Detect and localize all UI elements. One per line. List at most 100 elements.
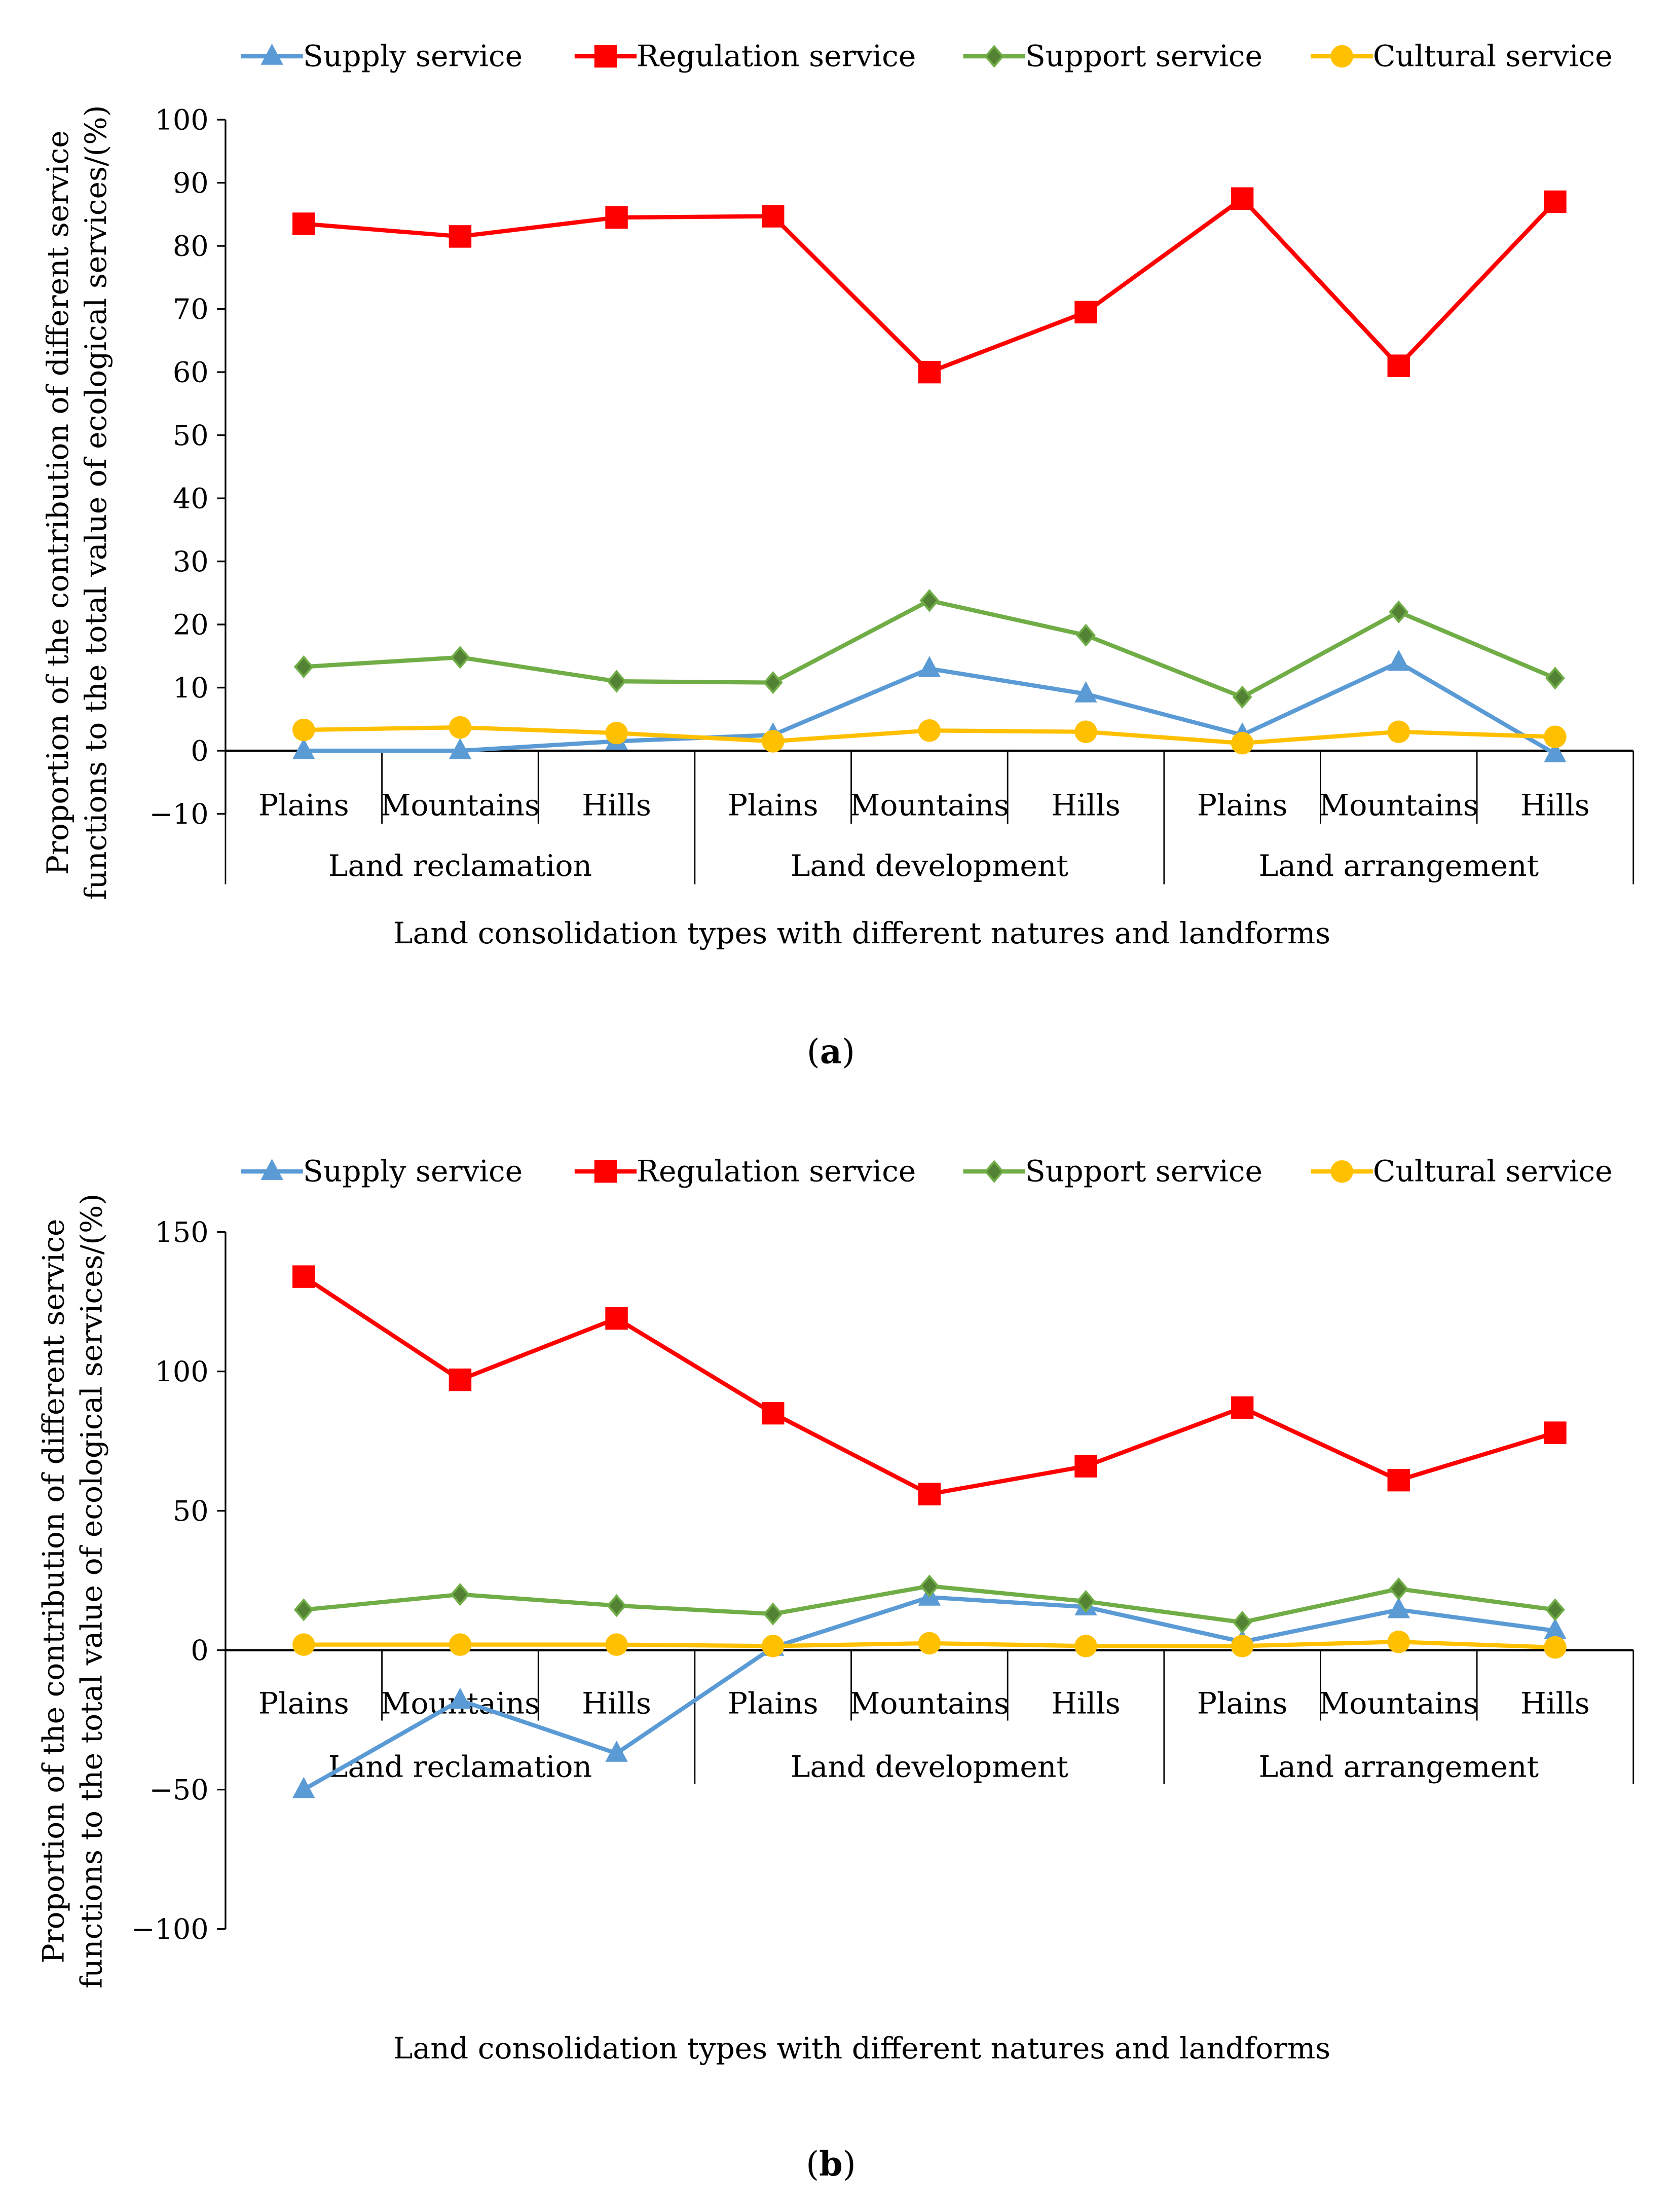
y-tick-label: 30: [173, 545, 209, 578]
y-tick-label: −50: [149, 1774, 208, 1807]
support-point: [1076, 1590, 1096, 1613]
y-tick-label: −100: [131, 1913, 209, 1946]
y-tick-label: 10: [173, 672, 209, 705]
legend-label: Supply service: [303, 1154, 523, 1189]
support-point: [1389, 1577, 1409, 1601]
regulation-point: [1231, 187, 1254, 210]
cultural-point: [761, 730, 785, 753]
series-regulation: [292, 1265, 1567, 1505]
regulation-point: [449, 225, 472, 248]
support-point: [607, 670, 626, 693]
chart-a: Supply service Regulation service Support …: [41, 39, 1634, 1071]
regulation-point: [1074, 301, 1097, 324]
support-point: [1232, 685, 1252, 709]
x-category-label: Mountains: [381, 788, 540, 822]
support-point: [919, 1574, 940, 1598]
y-axis-title: functions to the total value of ecologic…: [79, 105, 113, 900]
support-point: [919, 589, 940, 612]
cultural-point: [1544, 1636, 1567, 1659]
cultural-point: [918, 719, 941, 742]
regulation-line: [302, 1275, 1556, 1496]
legend-label: Regulation service: [637, 39, 916, 73]
cultural-point: [449, 1633, 472, 1656]
support-point: [763, 1602, 783, 1626]
legend-triangle-marker: [261, 1159, 283, 1180]
caption: (a): [807, 1031, 855, 1071]
cultural-point: [1387, 720, 1410, 743]
cultural-point: [1074, 720, 1097, 743]
legend-label: Supply service: [303, 39, 523, 73]
cultural-point: [918, 1632, 941, 1655]
x-category-label: Mountains: [850, 788, 1009, 822]
x-category-label: Hills: [582, 788, 651, 822]
x-group-label: Land development: [791, 849, 1068, 883]
x-category-label: Plains: [258, 1686, 349, 1721]
series-supply: [292, 649, 1567, 762]
series-cultural: [292, 1630, 1567, 1659]
cultural-point: [605, 1633, 628, 1656]
chart-b: Supply service Regulation service Support …: [36, 1154, 1634, 2184]
legend-diamond-marker: [984, 1160, 1005, 1183]
caption-letter: b: [819, 2144, 843, 2184]
x-category-label: Plains: [258, 788, 349, 822]
cultural-point: [1544, 725, 1567, 748]
regulation-point: [292, 212, 315, 235]
support-point: [1545, 1598, 1565, 1621]
supply-point: [292, 738, 315, 759]
legend-item-supply: Supply service: [241, 1154, 523, 1189]
y-tick-label: 40: [173, 483, 209, 515]
x-axis-title: Land consolidation types with different …: [393, 2031, 1330, 2066]
support-point: [293, 655, 314, 679]
series-regulation: [292, 187, 1567, 384]
y-tick-label: 60: [173, 356, 209, 389]
regulation-point: [761, 1402, 785, 1425]
series-support: [293, 1574, 1565, 1634]
y-tick-label: 70: [173, 293, 209, 326]
legend-label: Support service: [1025, 1154, 1262, 1189]
supply-point: [605, 1741, 628, 1762]
y-tick-label: 0: [191, 735, 208, 768]
cultural-point: [1231, 731, 1254, 755]
x-category-label: Hills: [1051, 1686, 1121, 1721]
cultural-point: [292, 718, 315, 742]
x-category-label: Plains: [1197, 1686, 1288, 1721]
x-group-label: Land arrangement: [1259, 849, 1539, 883]
y-axis-title: Proportion of the contribution of differ…: [41, 130, 75, 875]
caption-letter: a: [820, 1031, 842, 1071]
regulation-point: [918, 360, 941, 384]
regulation-point: [1231, 1396, 1254, 1419]
x-category-label: Hills: [1520, 1686, 1590, 1721]
supply-point: [449, 738, 472, 759]
legend-item-support: Support service: [963, 1154, 1262, 1189]
y-tick-label: 0: [191, 1634, 208, 1667]
cultural-point: [292, 1633, 315, 1656]
y-tick-label: 90: [173, 167, 209, 200]
supply-point: [1544, 1618, 1567, 1639]
support-point: [763, 671, 783, 694]
regulation-point: [449, 1368, 472, 1391]
y-axis-title: functions to the total value of ecologic…: [74, 1194, 108, 1988]
x-category-label: Mountains: [1319, 788, 1478, 822]
support-point: [1545, 667, 1565, 690]
support-point: [607, 1594, 626, 1617]
legend-item-cultural: Cultural service: [1311, 39, 1613, 73]
supply-point: [1387, 1597, 1410, 1618]
support-point: [450, 1582, 470, 1606]
x-group-label: Land development: [791, 1750, 1068, 1784]
cultural-point: [1387, 1630, 1410, 1653]
series-support: [293, 589, 1565, 709]
y-tick-label: 20: [173, 609, 209, 642]
legend-item-support: Support service: [963, 39, 1262, 73]
supply-point: [1074, 681, 1097, 703]
regulation-point: [605, 206, 628, 229]
legend-label: Cultural service: [1373, 39, 1613, 73]
x-category-label: Mountains: [850, 1686, 1009, 1721]
cultural-point: [761, 1635, 785, 1657]
supply-point: [1544, 741, 1567, 762]
legend-label: Regulation service: [637, 1154, 916, 1189]
regulation-point: [1544, 190, 1567, 213]
regulation-point: [605, 1307, 628, 1330]
cultural-point: [1231, 1635, 1254, 1657]
legend-circle-marker: [1330, 45, 1353, 68]
